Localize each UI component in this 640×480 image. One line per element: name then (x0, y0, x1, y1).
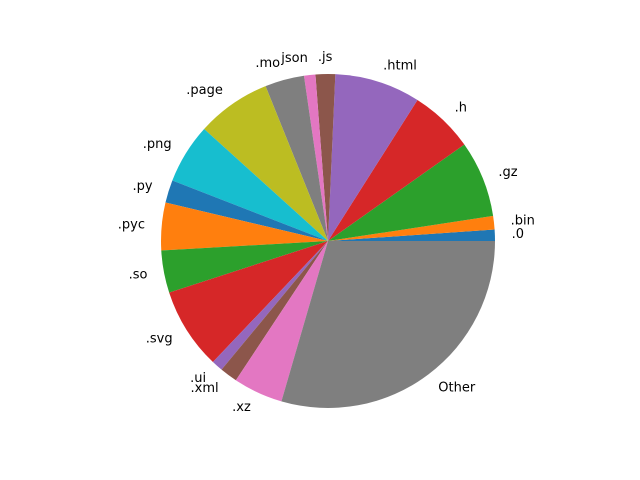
slice-label: .pyc (118, 217, 145, 232)
slice-label: .svg (146, 331, 173, 346)
pie-slice (328, 144, 494, 241)
slice-label: .xz (232, 400, 251, 415)
pie-slice (328, 74, 418, 241)
pie-slice (221, 241, 328, 381)
slice-label: .page (186, 83, 223, 98)
pie-slice (303, 74, 328, 241)
slice-label: .h (455, 100, 467, 115)
pie-slice (172, 129, 328, 241)
pie-slice (281, 241, 495, 409)
pie-slice (328, 229, 495, 241)
pie-slice (161, 202, 328, 251)
slice-label: .0 (512, 227, 524, 242)
pie-slice (165, 180, 328, 241)
slice-label: .gz (498, 165, 517, 180)
slice-label: .bin (511, 213, 535, 228)
slice-label: .so (129, 267, 148, 282)
pie-slice (328, 100, 465, 241)
pie-slice (161, 241, 328, 293)
pie-slice (328, 215, 495, 241)
slice-label: .png (143, 137, 172, 152)
pie-slice (212, 241, 328, 370)
slice-label: .ui (190, 371, 206, 386)
pie-slice (235, 241, 328, 402)
pie-slices (161, 73, 495, 409)
slice-label: .mo (255, 56, 280, 71)
pie-labels: .0.bin .gz .h .html .js json.mo .page .png .py .p… (118, 50, 535, 415)
pie-slice (315, 73, 336, 242)
slice-label: Other (438, 380, 476, 395)
pie-slice (169, 241, 328, 363)
slice-label: json (280, 51, 308, 66)
pie-slice (265, 75, 328, 242)
slice-label: .html (383, 58, 417, 73)
slice-label: .py (133, 179, 153, 194)
slice-label: .xml (191, 381, 219, 396)
slice-label: .js (318, 50, 333, 65)
pie-slice (204, 86, 328, 242)
